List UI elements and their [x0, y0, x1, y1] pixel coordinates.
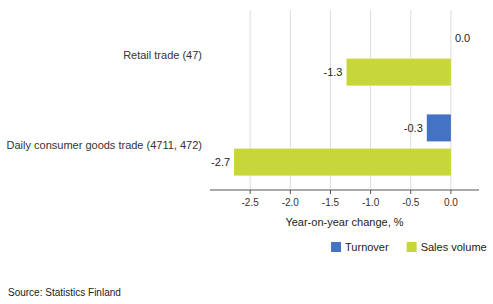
- category-label: Retail trade (47): [123, 49, 202, 61]
- legend-swatch: [407, 242, 417, 252]
- bar: [234, 149, 451, 176]
- tick-mark: [450, 190, 451, 194]
- data-label: -2.7: [211, 156, 230, 168]
- category-label: Daily consumer goods trade (4711, 472): [7, 139, 202, 151]
- bar: [347, 59, 451, 86]
- tick-label: -2.0: [282, 197, 300, 208]
- bar: [427, 114, 451, 141]
- x-axis-line: [210, 190, 479, 191]
- legend: Turnover Sales volume: [331, 241, 487, 253]
- tick-mark: [330, 190, 331, 194]
- x-axis-label: Year-on-year change, %: [285, 216, 403, 228]
- tick-label: -0.5: [402, 197, 420, 208]
- legend-swatch: [331, 242, 341, 252]
- tick-label: 0.0: [444, 197, 458, 208]
- tick-mark: [370, 190, 371, 194]
- legend-label: Turnover: [345, 241, 389, 253]
- tick-label: -2.5: [242, 197, 260, 208]
- source-note: Source: Statistics Finland: [8, 287, 121, 298]
- legend-label: Sales volume: [421, 241, 487, 253]
- tick-mark: [290, 190, 291, 194]
- data-label: -0.3: [404, 122, 423, 134]
- chart: Retail trade (47) Daily consumer goods tr…: [0, 0, 493, 304]
- data-label: -1.3: [324, 66, 343, 78]
- tick-mark: [410, 190, 411, 194]
- bar: [450, 24, 451, 51]
- tick-label: -1.0: [362, 197, 380, 208]
- data-label: 0.0: [455, 32, 470, 44]
- tick-label: -1.5: [322, 197, 340, 208]
- tick-mark: [250, 190, 251, 194]
- data-labels: 0.0 -1.3 -0.3 -2.7: [211, 32, 470, 168]
- bars: [234, 59, 451, 176]
